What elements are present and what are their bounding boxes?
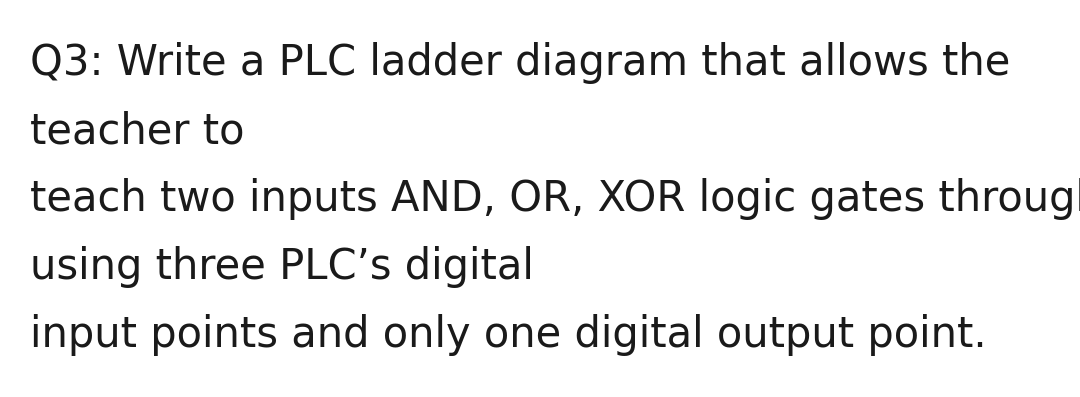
Text: input points and only one digital output point.: input points and only one digital output… xyxy=(30,314,987,356)
Text: using three PLC’s digital: using three PLC’s digital xyxy=(30,246,534,288)
Text: teach two inputs AND, OR, XOR logic gates through: teach two inputs AND, OR, XOR logic gate… xyxy=(30,178,1080,220)
Text: Q3: Write a PLC ladder diagram that allows the: Q3: Write a PLC ladder diagram that allo… xyxy=(30,42,1011,84)
Text: teacher to: teacher to xyxy=(30,110,244,152)
